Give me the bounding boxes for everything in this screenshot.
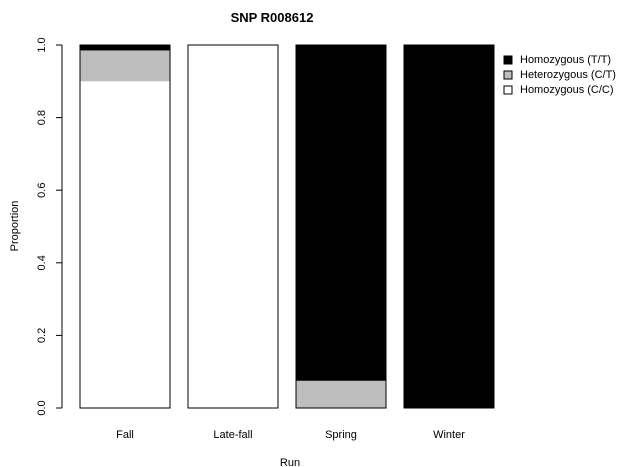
x-tick-label: Spring — [325, 429, 357, 441]
y-axis-title: Proportion — [9, 201, 21, 252]
y-tick-label: 0.8 — [36, 110, 48, 125]
bar-outline — [187, 44, 279, 409]
y-tick-label: 0.6 — [36, 183, 48, 198]
legend-swatch — [503, 85, 513, 95]
bar-segment — [188, 45, 278, 408]
bar-segment — [80, 45, 170, 51]
bar-segment — [404, 45, 494, 408]
bar-outline — [403, 44, 495, 409]
y-tick-label: 1.0 — [36, 37, 48, 52]
x-tick-label: Winter — [433, 429, 465, 441]
x-axis-title: Run — [280, 457, 300, 467]
bar-outline — [79, 44, 171, 409]
bar-segment — [80, 81, 170, 409]
legend-label: Homozygous (C/C) — [520, 84, 614, 96]
bar-segment — [80, 50, 170, 82]
bar-outline — [295, 44, 387, 409]
legend: Homozygous (T/T) Heterozygous (C/T) Homozy… — [503, 54, 616, 96]
y-axis: 0.0 0.2 0.4 0.6 0.8 1.0 — [36, 37, 63, 416]
bars — [79, 44, 495, 409]
legend-swatch — [503, 70, 513, 80]
x-tick-label: Fall — [116, 429, 134, 441]
y-tick-label: 0.0 — [36, 400, 48, 415]
x-axis-labels: Fall Late-fall Spring Winter — [116, 429, 465, 441]
legend-label: Heterozygous (C/T) — [520, 69, 616, 81]
x-tick-label: Late-fall — [213, 429, 252, 441]
legend-label: Homozygous (T/T) — [520, 54, 611, 66]
bar-segment — [296, 380, 386, 408]
bar-segment — [296, 45, 386, 381]
y-tick-label: 0.2 — [36, 328, 48, 343]
y-tick-label: 0.4 — [36, 255, 48, 270]
legend-swatch — [503, 55, 513, 65]
chart-title: SNP R008612 — [231, 10, 314, 25]
